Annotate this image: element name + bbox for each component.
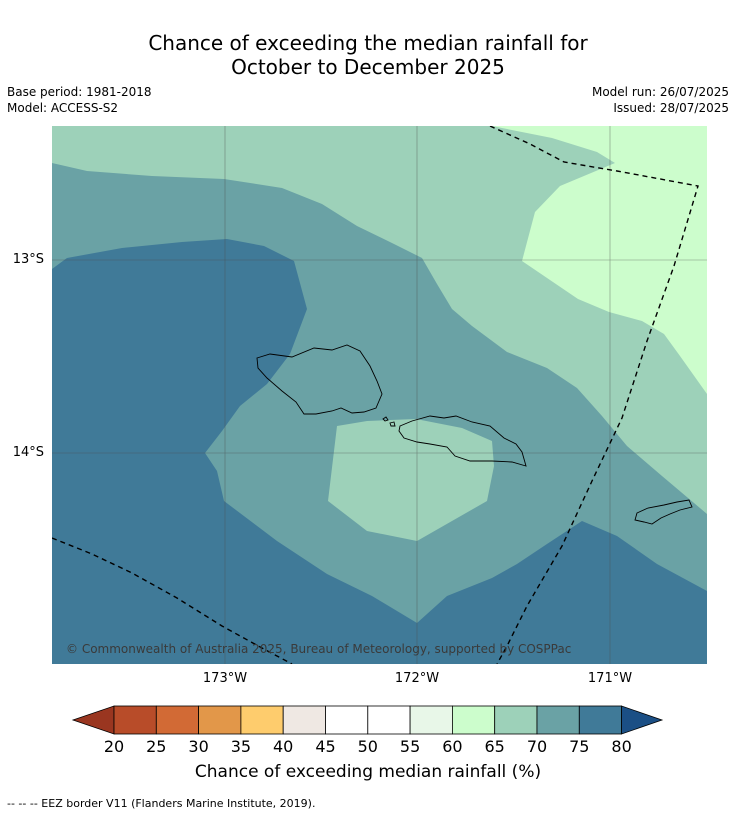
island-savaii [256,344,383,415]
title-line-2: October to December 2025 [231,55,505,79]
colorbar-tick-label: 55 [399,737,421,756]
colorbar-box [451,705,496,735]
colorbar-box [367,705,411,735]
colorbar-arrow-high [621,705,664,735]
colorbar-tick-label: 45 [315,737,336,756]
colorbar-label: Chance of exceeding median rainfall (%) [194,762,542,782]
colorbar-box [325,705,369,735]
lon-label-172w: 172°W [394,671,440,686]
map-canvas [52,126,707,664]
model-run: Model run: 26/07/2025 [591,85,729,99]
colorbar-tick-label: 35 [230,737,252,756]
meta-left: Base period: 1981-2018 Model: ACCESS-S2 [7,84,152,116]
colorbar-tick-label: 70 [526,737,548,756]
island-tutuila [634,499,693,525]
colorbar-arrow-low [71,705,115,735]
colorbar-tick-label: 80 [611,737,632,756]
zone-75-80-west [52,239,707,664]
colorbar-box [240,705,284,735]
lat-label-14s: 14°S [12,445,44,460]
colorbar-tick-label: 25 [146,737,167,756]
colorbar-tick-label: 75 [569,737,590,756]
island-apolima [389,421,396,427]
lat-label-13s: 13°S [12,252,44,267]
copyright-notice: © Commonwealth of Australia 2025, Bureau… [66,642,572,656]
colorbar-tick-label: 65 [484,737,505,756]
meta-right: Model run: 26/07/2025 Issued: 28/07/2025 [592,84,729,116]
colorbar-tick-label: 30 [188,737,209,756]
colorbar-box [494,705,538,735]
model-name: Model: ACCESS-S2 [7,101,119,115]
colorbar-tick-label: 40 [273,737,294,756]
colorbar-box [198,705,242,735]
lon-label-171w: 171°W [587,671,633,686]
map-panel [52,126,707,664]
lon-label-173w: 173°W [202,671,248,686]
issued-date: Issued: 28/07/2025 [613,101,729,115]
chart-title: Chance of exceeding the median rainfall … [0,31,736,79]
colorbar-tick-label: 60 [442,737,463,756]
colorbar-box [155,705,200,735]
colorbar-box [113,705,157,735]
colorbar [0,700,736,770]
eez-border-south-west [52,537,293,664]
colorbar-box [409,705,453,735]
colorbar-box [578,705,622,735]
eez-border-north-east [489,126,699,664]
colorbar-box [282,705,326,735]
colorbar-box [536,705,580,735]
colorbar-tick-label: 50 [357,737,378,756]
eez-legend-note: -- -- -- EEZ border V11 (Flanders Marine… [7,797,316,810]
colorbar-tick-label: 20 [103,737,125,756]
title-line-1: Chance of exceeding the median rainfall … [148,31,588,55]
base-period: Base period: 1981-2018 [7,85,152,99]
island-manono [382,416,389,422]
island-upolu [398,415,527,467]
colorbar-svg [71,705,664,735]
